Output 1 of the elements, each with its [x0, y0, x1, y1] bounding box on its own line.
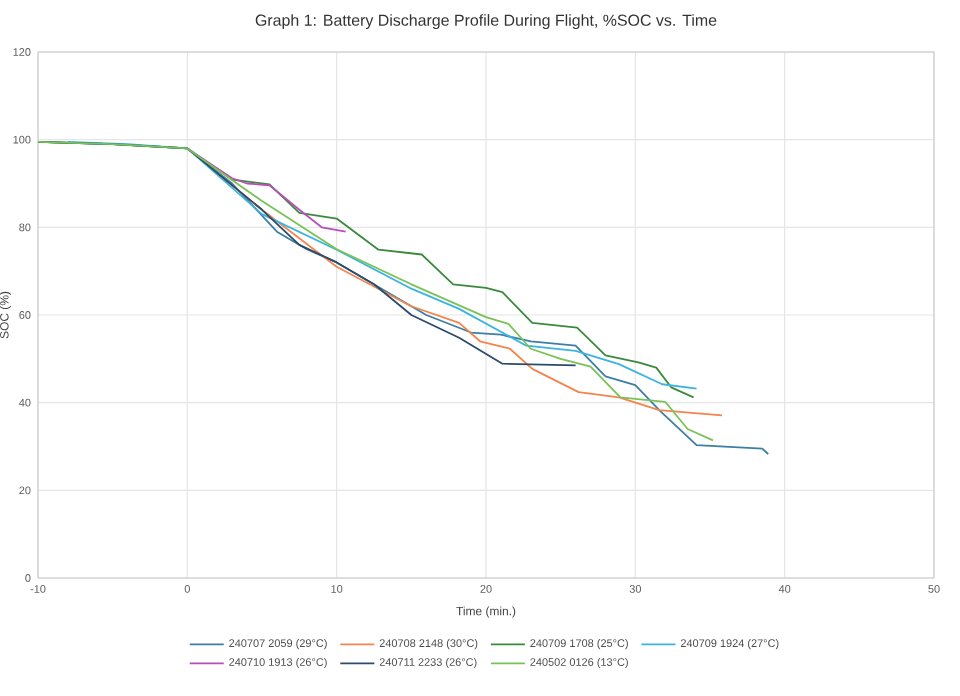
line-series — [186, 147, 347, 233]
